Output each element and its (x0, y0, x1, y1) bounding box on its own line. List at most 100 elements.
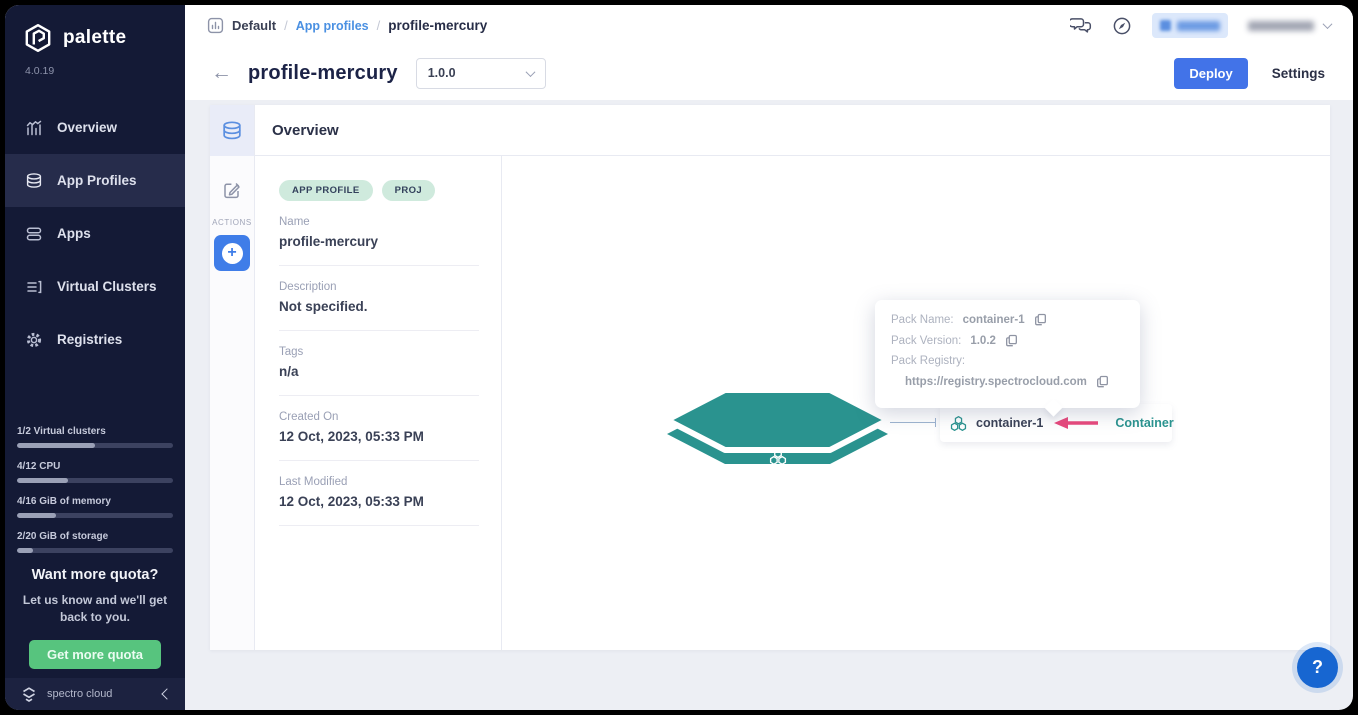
quota-label: 4/12 CPU (17, 461, 61, 472)
profile-details: APP PROFILE PROJ Name profile-mercury De… (255, 156, 502, 650)
quota-bar (17, 513, 173, 518)
get-more-quota-button[interactable]: Get more quota (28, 639, 162, 669)
field-name: Name profile-mercury (279, 201, 479, 266)
pack-row-container-1[interactable]: container-1 Container (950, 409, 1174, 437)
project-icon (207, 17, 224, 34)
tooltip-registry-url-row: https://registry.spectrocloud.com (891, 375, 1124, 388)
version-select[interactable]: 1.0.0 (415, 57, 546, 89)
profile-card: ACTIONS + Overview APP PROFILE PROJ Name… (210, 105, 1330, 650)
version-selected: 1.0.0 (427, 66, 456, 80)
page-header: ← profile-mercury 1.0.0 Deploy Settings (185, 46, 1353, 100)
field-label: Tags (279, 346, 304, 358)
tooltip-value: 1.0.2 (970, 334, 996, 347)
compass-icon[interactable] (1112, 16, 1132, 36)
tooltip-pack-registry-row: Pack Registry: (891, 355, 1124, 367)
field-value: 12 Oct, 2023, 05:33 PM (279, 494, 424, 509)
user-name-redacted (1248, 20, 1314, 31)
badge-app-profile: APP PROFILE (279, 180, 373, 201)
profile-tier-hexagon[interactable] (664, 387, 891, 471)
gear-icon (26, 332, 42, 347)
topbar: Default / App profiles / profile-mercury (185, 5, 1353, 46)
field-tags: Tags n/a (279, 331, 479, 396)
footer-brand: spectro cloud (47, 688, 113, 700)
quota-cta: Want more quota? Let us know and we'll g… (5, 567, 185, 669)
settings-button[interactable]: Settings (1271, 65, 1325, 81)
sidebar-item-label: App Profiles (57, 173, 137, 188)
field-last-modified: Last Modified 12 Oct, 2023, 05:33 PM (279, 461, 479, 526)
breadcrumb-project[interactable]: Default (232, 18, 277, 33)
field-value: 12 Oct, 2023, 05:33 PM (279, 429, 424, 444)
breadcrumb-app-profiles-link[interactable]: App profiles (295, 18, 369, 33)
quota-storage: 2/20 GiB of storage (17, 531, 173, 553)
deploy-button[interactable]: Deploy (1174, 57, 1248, 89)
user-menu[interactable] (1248, 19, 1333, 31)
sidebar-item-overview[interactable]: Overview (5, 101, 185, 154)
tooltip-value: container-1 (962, 313, 1025, 326)
tooltip-pack-name-row: Pack Name: container-1 (891, 313, 1124, 326)
copy-icon[interactable] (1005, 334, 1018, 347)
sidebar-item-registries[interactable]: Registries (5, 313, 185, 366)
tooltip-pack-version-row: Pack Version: 1.0.2 (891, 334, 1124, 347)
field-label: Description (279, 281, 337, 293)
pack-name-label: container-1 (976, 416, 1044, 430)
breadcrumb-separator: / (376, 18, 381, 33)
apps-icon (26, 226, 42, 241)
sidebar-item-virtual-clusters[interactable]: Virtual Clusters (5, 260, 185, 313)
collapse-sidebar-icon[interactable] (161, 688, 173, 700)
page-title: profile-mercury (248, 61, 398, 84)
brand-logo: palette (5, 5, 185, 53)
hexagon-top (664, 387, 891, 453)
sidebar-item-apps[interactable]: Apps (5, 207, 185, 260)
help-button[interactable]: ? (1297, 647, 1338, 688)
edit-icon (224, 182, 240, 199)
quota-section: 1/2 Virtual clusters 4/12 CPU 4/16 GiB o… (5, 426, 185, 566)
topbar-actions (1070, 13, 1333, 38)
copy-icon[interactable] (1096, 375, 1109, 388)
sidebar-item-label: Registries (57, 332, 123, 347)
stack-icon (25, 172, 43, 190)
org-badge-icon (1160, 20, 1171, 31)
field-value: n/a (279, 364, 299, 379)
org-badge-redacted[interactable] (1152, 13, 1228, 38)
quota-cta-text: Let us know and we'll get back to you. (22, 593, 168, 625)
breadcrumb: Default / App profiles / profile-mercury (207, 17, 487, 34)
container-cluster-icon (950, 415, 967, 432)
profile-diagram: container-1 Container Pack Name: contain… (502, 156, 1330, 650)
org-badge-text-redacted (1176, 20, 1220, 31)
badge-proj: PROJ (381, 180, 436, 201)
breadcrumb-current-page: profile-mercury (388, 18, 488, 33)
quota-bar (17, 548, 173, 553)
sidebar-item-app-profiles[interactable]: App Profiles (5, 154, 185, 207)
quota-cta-title: Want more quota? (31, 567, 159, 583)
connector-tick (935, 418, 936, 427)
back-arrow-button[interactable]: ← (211, 61, 232, 84)
list-icon (27, 280, 42, 293)
quota-memory: 4/16 GiB of memory (17, 496, 173, 518)
tooltip-label: Pack Name: (891, 313, 954, 326)
sidebar-item-label: Overview (57, 120, 118, 135)
sidebar-item-label: Virtual Clusters (57, 279, 157, 294)
quota-bar (17, 478, 173, 483)
breadcrumb-separator: / (284, 18, 288, 33)
brand-name: palette (63, 27, 127, 48)
app-window: palette 4.0.19 Overview App Profiles App… (5, 5, 1353, 710)
field-description: Description Not specified. (279, 266, 479, 331)
main-area: Default / App profiles / profile-mercury (185, 5, 1353, 710)
edit-profile-button[interactable] (210, 170, 254, 210)
tab-overview[interactable] (210, 105, 254, 156)
sidebar-footer: spectro cloud (5, 678, 185, 710)
add-tier-button[interactable]: + (214, 235, 250, 271)
chevron-down-icon (525, 66, 536, 77)
tooltip-label: Pack Registry: (891, 355, 966, 367)
chevron-down-icon (1322, 19, 1333, 30)
spectrocloud-logo-icon (23, 687, 35, 702)
tooltip-value: https://registry.spectrocloud.com (905, 375, 1087, 388)
field-created-on: Created On 12 Oct, 2023, 05:33 PM (279, 396, 479, 461)
chat-icon[interactable] (1070, 16, 1092, 35)
sidebar-item-label: Apps (57, 226, 91, 241)
pack-type-label: Container (1115, 416, 1174, 430)
pointer-arrow-icon (1054, 417, 1099, 429)
copy-icon[interactable] (1034, 313, 1047, 326)
connector-line (890, 422, 936, 423)
field-value: profile-mercury (279, 234, 379, 249)
